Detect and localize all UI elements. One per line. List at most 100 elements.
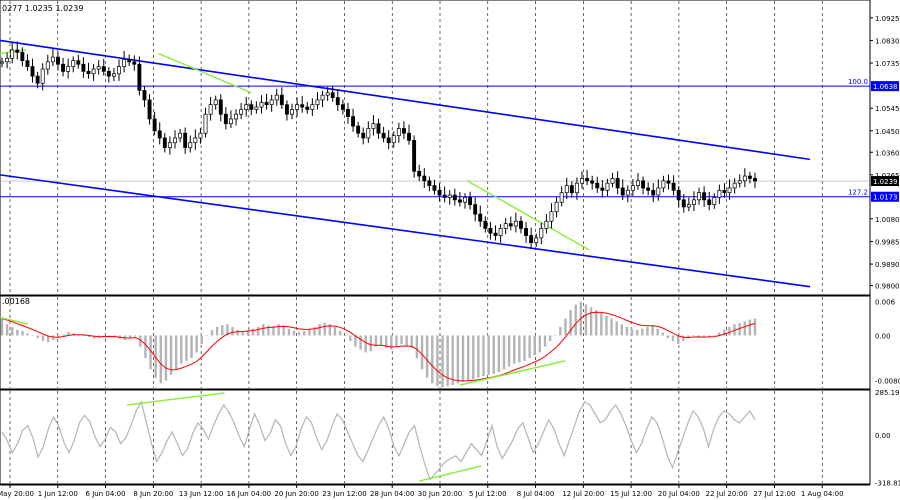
candle-body[interactable]	[244, 104, 249, 110]
histogram-bar[interactable]	[231, 327, 234, 336]
histogram-bar[interactable]	[748, 319, 752, 336]
candle-body[interactable]	[442, 194, 447, 198]
candle-body[interactable]	[10, 49, 15, 59]
candle-body[interactable]	[106, 71, 111, 77]
histogram-bar[interactable]	[692, 335, 695, 336]
histogram-bar[interactable]	[287, 328, 291, 336]
candle-body[interactable]	[381, 132, 386, 139]
candle-body[interactable]	[142, 90, 147, 101]
histogram-bar[interactable]	[723, 329, 726, 336]
candle-body[interactable]	[386, 137, 391, 144]
candle-body[interactable]	[274, 94, 279, 101]
histogram-bar[interactable]	[210, 329, 214, 336]
histogram-bar[interactable]	[52, 335, 55, 340]
candle-body[interactable]	[559, 192, 564, 203]
candle-body[interactable]	[478, 213, 483, 222]
candle-body[interactable]	[173, 137, 177, 144]
candle-body[interactable]	[122, 59, 127, 67]
histogram-bar[interactable]	[420, 335, 424, 370]
histogram-bar[interactable]	[272, 326, 275, 336]
histogram-bar[interactable]	[344, 335, 347, 336]
histogram-bar[interactable]	[543, 335, 547, 347]
histogram-bar[interactable]	[26, 333, 29, 336]
candle-body[interactable]	[407, 132, 411, 141]
histogram-bar[interactable]	[528, 335, 531, 358]
channel-lower-line[interactable]	[0, 174, 811, 288]
histogram-bar[interactable]	[431, 335, 434, 384]
candle-body[interactable]	[101, 66, 106, 72]
histogram-bar[interactable]	[31, 335, 34, 336]
histogram-bar[interactable]	[584, 304, 588, 336]
candle-body[interactable]	[295, 104, 300, 110]
divergence-1-line[interactable]	[158, 52, 252, 94]
oscillator-line[interactable]	[1, 400, 756, 481]
candle-body[interactable]	[356, 125, 361, 134]
histogram-bar[interactable]	[441, 335, 444, 388]
candle-body[interactable]	[117, 66, 121, 75]
candle-body[interactable]	[513, 220, 518, 227]
candle-body[interactable]	[208, 104, 213, 115]
candle-body[interactable]	[325, 92, 330, 96]
candle-body[interactable]	[229, 118, 233, 125]
osc-divergence-2-line[interactable]	[419, 465, 482, 482]
histogram-bar[interactable]	[569, 310, 572, 336]
candle-body[interactable]	[534, 237, 539, 244]
histogram-bar[interactable]	[62, 334, 65, 336]
histogram-bar[interactable]	[251, 328, 255, 336]
candle-body[interactable]	[595, 182, 600, 189]
histogram-bar[interactable]	[641, 328, 644, 336]
candle-body[interactable]	[661, 180, 666, 189]
candle-body[interactable]	[574, 182, 579, 194]
candle-body[interactable]	[732, 182, 737, 189]
candle-body[interactable]	[71, 60, 76, 67]
histogram-bar[interactable]	[144, 335, 147, 358]
candle-body[interactable]	[254, 106, 259, 110]
candle-body[interactable]	[178, 132, 183, 139]
histogram-bar[interactable]	[277, 324, 280, 336]
candle-body[interactable]	[620, 187, 625, 196]
histogram-bar[interactable]	[605, 315, 608, 336]
histogram-bar[interactable]	[405, 335, 408, 346]
histogram-bar[interactable]	[564, 318, 567, 336]
candle-body[interactable]	[279, 94, 284, 106]
histogram-bar[interactable]	[11, 327, 14, 336]
histogram-bar[interactable]	[589, 307, 593, 336]
candle-body[interactable]	[422, 175, 427, 182]
candle-body[interactable]	[30, 66, 35, 77]
candle-body[interactable]	[498, 228, 503, 236]
histogram-bar[interactable]	[656, 328, 659, 336]
histogram-bar[interactable]	[497, 335, 501, 373]
candle-body[interactable]	[346, 109, 350, 117]
histogram-bar[interactable]	[292, 330, 296, 336]
candle-body[interactable]	[371, 123, 376, 129]
histogram-bar[interactable]	[702, 335, 705, 338]
candle-body[interactable]	[45, 61, 50, 70]
histogram-bar[interactable]	[523, 335, 526, 361]
histogram-bar[interactable]	[487, 335, 490, 375]
histogram-bar[interactable]	[87, 335, 91, 338]
histogram-bar[interactable]	[103, 335, 106, 337]
candle-body[interactable]	[702, 192, 707, 201]
histogram-bar[interactable]	[354, 335, 357, 347]
histogram-bar[interactable]	[262, 324, 265, 336]
candle-body[interactable]	[269, 99, 274, 106]
histogram-bar[interactable]	[241, 330, 244, 336]
histogram-bar[interactable]	[728, 327, 731, 336]
histogram-bar[interactable]	[236, 329, 239, 336]
signal-line[interactable]	[1, 311, 756, 382]
histogram-bar[interactable]	[41, 335, 45, 342]
candle-body[interactable]	[742, 175, 747, 182]
candle-body[interactable]	[376, 123, 381, 134]
candle-body[interactable]	[300, 104, 305, 108]
histogram-bar[interactable]	[533, 335, 536, 356]
histogram-bar[interactable]	[466, 335, 470, 381]
candle-body[interactable]	[549, 211, 554, 222]
histogram-bar[interactable]	[620, 324, 624, 336]
candle-body[interactable]	[198, 132, 203, 139]
histogram-signal[interactable]	[0, 311, 756, 386]
candle-body[interactable]	[167, 142, 172, 148]
divergence-2-line[interactable]	[466, 180, 590, 251]
candle-body[interactable]	[615, 178, 620, 189]
